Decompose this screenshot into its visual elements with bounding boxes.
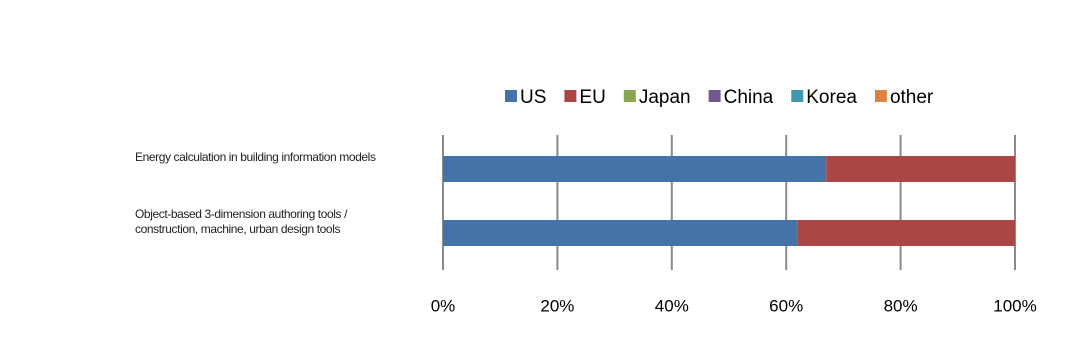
x-tick-label: 60%: [769, 296, 803, 315]
legend-item: Japan: [623, 87, 691, 108]
legend-label: other: [890, 87, 934, 108]
legend-swatch: [874, 90, 887, 102]
x-tick-label: 40%: [655, 296, 689, 315]
x-tick-label: 80%: [884, 296, 918, 315]
legend-label: US: [520, 87, 546, 108]
legend-swatch: [708, 90, 721, 102]
bar-segment: [826, 156, 1015, 182]
bar-segment: [797, 220, 1015, 246]
x-tick-label: 20%: [540, 296, 574, 315]
legend-label: Japan: [639, 87, 691, 108]
category-label: Object-based 3-dimension authoring tools…: [135, 207, 347, 236]
x-tick-label: 0%: [431, 296, 456, 315]
legend-label: Korea: [806, 87, 857, 108]
legend-item: other: [874, 87, 934, 108]
legend-label: China: [724, 87, 774, 108]
legend-item: US: [505, 87, 546, 108]
legend-item: Korea: [791, 87, 857, 108]
legend-label: EU: [579, 87, 605, 108]
legend-item: China: [708, 87, 774, 108]
legend-swatch: [505, 90, 517, 102]
category-label: Energy calculation in building informati…: [135, 150, 376, 164]
legend-swatch: [564, 90, 577, 102]
legend-item: EU: [564, 87, 606, 108]
legend-swatch: [791, 90, 804, 102]
x-tick-label: 100%: [993, 296, 1036, 315]
legend-swatch: [623, 90, 636, 102]
bar-segment: [443, 220, 798, 246]
bar-segment: [443, 156, 827, 182]
